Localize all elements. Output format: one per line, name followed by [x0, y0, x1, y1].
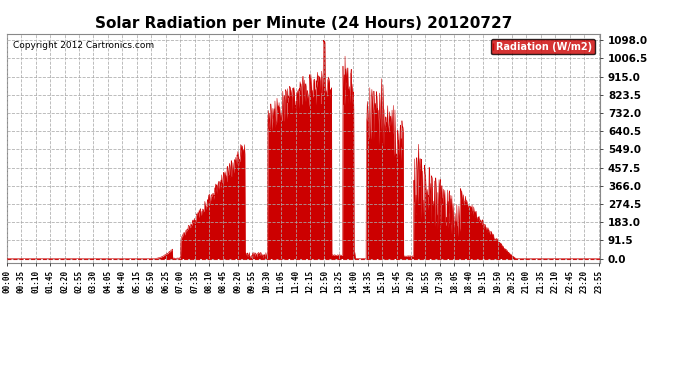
Legend: Radiation (W/m2): Radiation (W/m2): [491, 39, 595, 54]
Text: Copyright 2012 Cartronics.com: Copyright 2012 Cartronics.com: [13, 40, 154, 50]
Title: Solar Radiation per Minute (24 Hours) 20120727: Solar Radiation per Minute (24 Hours) 20…: [95, 16, 512, 31]
